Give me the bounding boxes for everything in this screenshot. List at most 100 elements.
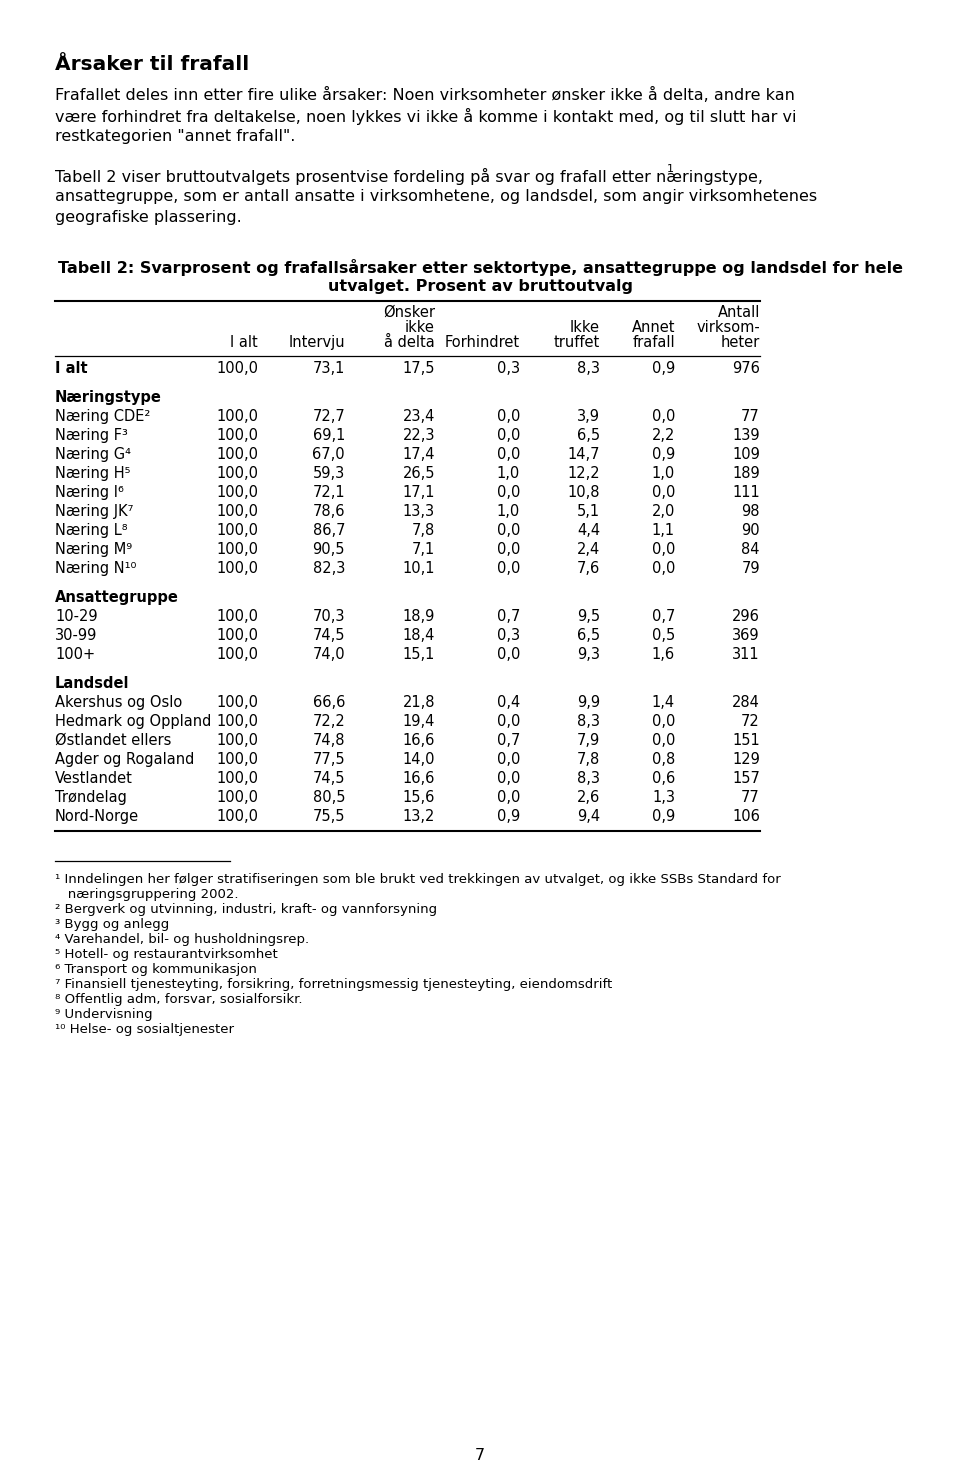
Text: 66,6: 66,6 xyxy=(313,695,345,709)
Text: 100,0: 100,0 xyxy=(216,791,258,806)
Text: 0,0: 0,0 xyxy=(496,791,520,806)
Text: 9,5: 9,5 xyxy=(577,609,600,624)
Text: Agder og Rogaland: Agder og Rogaland xyxy=(55,752,194,767)
Text: 111: 111 xyxy=(732,485,760,500)
Text: 976: 976 xyxy=(732,361,760,375)
Text: 10-29: 10-29 xyxy=(55,609,98,624)
Text: 100,0: 100,0 xyxy=(216,772,258,786)
Text: 100,0: 100,0 xyxy=(216,733,258,748)
Text: 100,0: 100,0 xyxy=(216,808,258,825)
Text: 100,0: 100,0 xyxy=(216,429,258,443)
Text: 1,6: 1,6 xyxy=(652,647,675,662)
Text: ¹⁰ Helse- og sosialtjenester: ¹⁰ Helse- og sosialtjenester xyxy=(55,1023,234,1036)
Text: 0,0: 0,0 xyxy=(496,562,520,576)
Text: Næring N¹⁰: Næring N¹⁰ xyxy=(55,562,136,576)
Text: 17,1: 17,1 xyxy=(402,485,435,500)
Text: 2,6: 2,6 xyxy=(577,791,600,806)
Text: 1,1: 1,1 xyxy=(652,523,675,538)
Text: 78,6: 78,6 xyxy=(313,504,345,519)
Text: 74,5: 74,5 xyxy=(313,772,345,786)
Text: 12,2: 12,2 xyxy=(567,466,600,480)
Text: Intervju: Intervju xyxy=(288,336,345,350)
Text: 0,0: 0,0 xyxy=(652,562,675,576)
Text: virksom-: virksom- xyxy=(696,321,760,336)
Text: 15,1: 15,1 xyxy=(402,647,435,662)
Text: 98: 98 xyxy=(741,504,760,519)
Text: Næring L⁸: Næring L⁸ xyxy=(55,523,128,538)
Text: 100,0: 100,0 xyxy=(216,695,258,709)
Text: 0,0: 0,0 xyxy=(496,647,520,662)
Text: 106: 106 xyxy=(732,808,760,825)
Text: 109: 109 xyxy=(732,446,760,463)
Text: heter: heter xyxy=(721,336,760,350)
Text: 129: 129 xyxy=(732,752,760,767)
Text: 9,9: 9,9 xyxy=(577,695,600,709)
Text: 100,0: 100,0 xyxy=(216,409,258,424)
Text: 80,5: 80,5 xyxy=(313,791,345,806)
Text: 0,4: 0,4 xyxy=(496,695,520,709)
Text: Næring H⁵: Næring H⁵ xyxy=(55,466,131,480)
Text: 74,8: 74,8 xyxy=(313,733,345,748)
Text: 0,7: 0,7 xyxy=(496,733,520,748)
Text: ⁸ Offentlig adm, forsvar, sosialforsikr.: ⁸ Offentlig adm, forsvar, sosialforsikr. xyxy=(55,993,302,1007)
Text: 0,0: 0,0 xyxy=(496,409,520,424)
Text: 14,7: 14,7 xyxy=(567,446,600,463)
Text: Næring G⁴: Næring G⁴ xyxy=(55,446,131,463)
Text: Annet: Annet xyxy=(632,321,675,336)
Text: 79: 79 xyxy=(741,562,760,576)
Text: Østlandet ellers: Østlandet ellers xyxy=(55,733,172,748)
Text: 69,1: 69,1 xyxy=(313,429,345,443)
Text: 0,0: 0,0 xyxy=(496,446,520,463)
Text: 1,3: 1,3 xyxy=(652,791,675,806)
Text: truffet: truffet xyxy=(554,336,600,350)
Text: 1,4: 1,4 xyxy=(652,695,675,709)
Text: næringsgruppering 2002.: næringsgruppering 2002. xyxy=(55,888,238,902)
Text: 17,5: 17,5 xyxy=(402,361,435,375)
Text: 72,2: 72,2 xyxy=(312,714,345,729)
Text: Hedmark og Oppland: Hedmark og Oppland xyxy=(55,714,211,729)
Text: 100,0: 100,0 xyxy=(216,523,258,538)
Text: 9,4: 9,4 xyxy=(577,808,600,825)
Text: 100,0: 100,0 xyxy=(216,609,258,624)
Text: 0,9: 0,9 xyxy=(652,361,675,375)
Text: Antall: Antall xyxy=(718,304,760,321)
Text: 7,9: 7,9 xyxy=(577,733,600,748)
Text: 100,0: 100,0 xyxy=(216,542,258,557)
Text: 73,1: 73,1 xyxy=(313,361,345,375)
Text: 13,3: 13,3 xyxy=(403,504,435,519)
Text: 100,0: 100,0 xyxy=(216,485,258,500)
Text: 7,1: 7,1 xyxy=(412,542,435,557)
Text: 2,0: 2,0 xyxy=(652,504,675,519)
Text: ikke: ikke xyxy=(405,321,435,336)
Text: 5,1: 5,1 xyxy=(577,504,600,519)
Text: Tabell 2 viser bruttoutvalgets prosentvise fordeling på svar og frafall etter næ: Tabell 2 viser bruttoutvalgets prosentvi… xyxy=(55,168,763,185)
Text: 2,4: 2,4 xyxy=(577,542,600,557)
Text: 311: 311 xyxy=(732,647,760,662)
Text: 7,8: 7,8 xyxy=(412,523,435,538)
Text: 157: 157 xyxy=(732,772,760,786)
Text: ³ Bygg og anlegg: ³ Bygg og anlegg xyxy=(55,918,169,931)
Text: 2,2: 2,2 xyxy=(652,429,675,443)
Text: 10,8: 10,8 xyxy=(567,485,600,500)
Text: 100,0: 100,0 xyxy=(216,466,258,480)
Text: 0,0: 0,0 xyxy=(496,523,520,538)
Text: 22,3: 22,3 xyxy=(402,429,435,443)
Text: 23,4: 23,4 xyxy=(402,409,435,424)
Text: 1,0: 1,0 xyxy=(496,466,520,480)
Text: 7,8: 7,8 xyxy=(577,752,600,767)
Text: Akershus og Oslo: Akershus og Oslo xyxy=(55,695,182,709)
Text: 1: 1 xyxy=(667,164,674,174)
Text: 77,5: 77,5 xyxy=(312,752,345,767)
Text: 100,0: 100,0 xyxy=(216,562,258,576)
Text: Årsaker til frafall: Årsaker til frafall xyxy=(55,55,250,74)
Text: 19,4: 19,4 xyxy=(402,714,435,729)
Text: 100,0: 100,0 xyxy=(216,361,258,375)
Text: 90,5: 90,5 xyxy=(313,542,345,557)
Text: I alt: I alt xyxy=(230,336,258,350)
Text: 1,0: 1,0 xyxy=(496,504,520,519)
Text: 16,6: 16,6 xyxy=(402,733,435,748)
Text: Forhindret: Forhindret xyxy=(444,336,520,350)
Text: være forhindret fra deltakelse, noen lykkes vi ikke å komme i kontakt med, og ti: være forhindret fra deltakelse, noen lyk… xyxy=(55,108,797,126)
Text: utvalget. Prosent av bruttoutvalg: utvalget. Prosent av bruttoutvalg xyxy=(327,279,633,294)
Text: 100+: 100+ xyxy=(55,647,95,662)
